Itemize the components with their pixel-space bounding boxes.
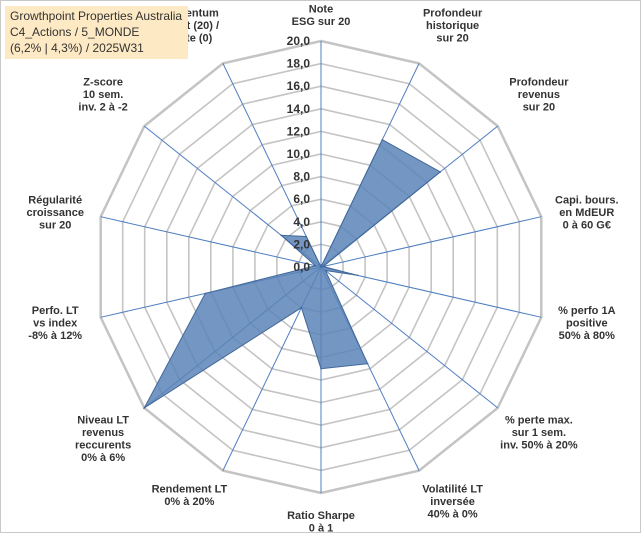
category-label-line: 10 sem. — [83, 89, 123, 101]
data-point — [143, 407, 146, 409]
data-point — [320, 367, 322, 370]
tick-label: 18,0 — [287, 57, 311, 71]
category-label-line: sur 20 — [39, 220, 71, 232]
data-point — [439, 171, 442, 173]
category-label-line: Achat (20) / — [160, 20, 219, 32]
category-label-line: % perte max. — [505, 415, 573, 427]
title-line-2: C4_Actions / 5_MONDE — [10, 25, 140, 39]
category-label-line: -8% à 12% — [28, 330, 82, 342]
category-label-line: Profondeur — [509, 76, 569, 88]
category-label-line: 40% à 0% — [428, 508, 478, 520]
category-label-line: croissance — [26, 207, 83, 219]
category-label-line: sur 1 sem. — [512, 427, 566, 439]
tick-label: 16,0 — [287, 79, 311, 93]
category-label-line: Capi. bours. — [555, 195, 619, 207]
category-label-line: en MdEUR — [559, 207, 614, 219]
category-label-line: Ratio Sharpe — [287, 510, 355, 522]
category-label: % perte max.sur 1 sem.inv. 50% à 20% — [500, 415, 578, 452]
tick-label: 2,0 — [293, 237, 310, 251]
axis-spoke — [320, 216, 542, 268]
title-line-3: (6,2% | 4,3%) / 2025W31 — [10, 41, 144, 55]
category-label-line: revenus — [82, 427, 124, 439]
tick-labels: 0,0 2,0 4,0 6,0 8,0 10,0 12,0 14,0 16,0 18,0 20,0 — [287, 34, 311, 274]
category-label-line: ESG sur 20 — [292, 16, 351, 28]
category-label-line: Niveau LT — [77, 415, 129, 427]
category-label: Rendement LT0% à 20% — [152, 483, 228, 508]
title-line-1: Growthpoint Properties Australia — [10, 9, 183, 23]
category-label-line: Profondeur — [423, 8, 483, 20]
category-label-line: Régularité — [28, 195, 82, 207]
tick-label: 20,0 — [287, 34, 311, 48]
data-point — [366, 362, 369, 365]
category-label-line: sur 20 — [523, 101, 555, 113]
tick-label: 10,0 — [287, 147, 311, 161]
tick-label: 0,0 — [293, 260, 310, 274]
category-label-line: historique — [426, 20, 479, 32]
category-label-line: revenus — [518, 89, 560, 101]
category-label-line: Note — [309, 4, 333, 16]
category-label-line: positive — [566, 317, 608, 329]
chart-title-box: Growthpoint Properties Australia C4_Acti… — [5, 6, 189, 59]
data-point — [356, 274, 359, 277]
data-point — [381, 138, 384, 141]
category-label-line: Rendement LT — [152, 483, 228, 495]
tick-label: 14,0 — [287, 102, 311, 116]
data-point — [314, 264, 317, 267]
axis-spoke — [320, 266, 499, 409]
tick-label: 4,0 — [293, 215, 310, 229]
data-point — [204, 292, 207, 295]
category-label-line: 0% à 20% — [164, 496, 214, 508]
category-label-line: vs index — [33, 317, 78, 329]
category-label-line: 0 à 60 G€ — [563, 220, 611, 232]
category-label-line: sur 20 — [436, 33, 468, 45]
data-point — [280, 234, 283, 237]
category-label-line: Volatilité LT — [422, 483, 483, 495]
tick-label: 6,0 — [293, 192, 310, 206]
category-label-line: % perfo 1A — [558, 305, 616, 317]
category-label-line: Perfo. LT — [32, 305, 79, 317]
data-point — [320, 266, 322, 268]
series-layer — [142, 138, 442, 410]
category-label-line: reccurents — [75, 440, 131, 452]
data-point — [305, 235, 308, 238]
axis-spoke — [100, 216, 322, 268]
category-label-line: inversée — [430, 496, 475, 508]
category-label-line: inv. 2 à -2 — [78, 101, 127, 113]
tick-label: 8,0 — [293, 170, 310, 184]
tick-label: 12,0 — [287, 124, 311, 138]
category-label-line: 50% à 80% — [559, 330, 615, 342]
category-label-line: Z-score — [83, 76, 123, 88]
data-point — [324, 269, 327, 272]
data-point — [322, 265, 325, 268]
data-point — [300, 306, 303, 309]
category-label-line: inv. 50% à 20% — [500, 440, 578, 452]
category-label-line: 0 à 1 — [309, 523, 333, 533]
axis-spoke — [222, 63, 322, 268]
category-label-line: 0% à 6% — [81, 452, 125, 464]
